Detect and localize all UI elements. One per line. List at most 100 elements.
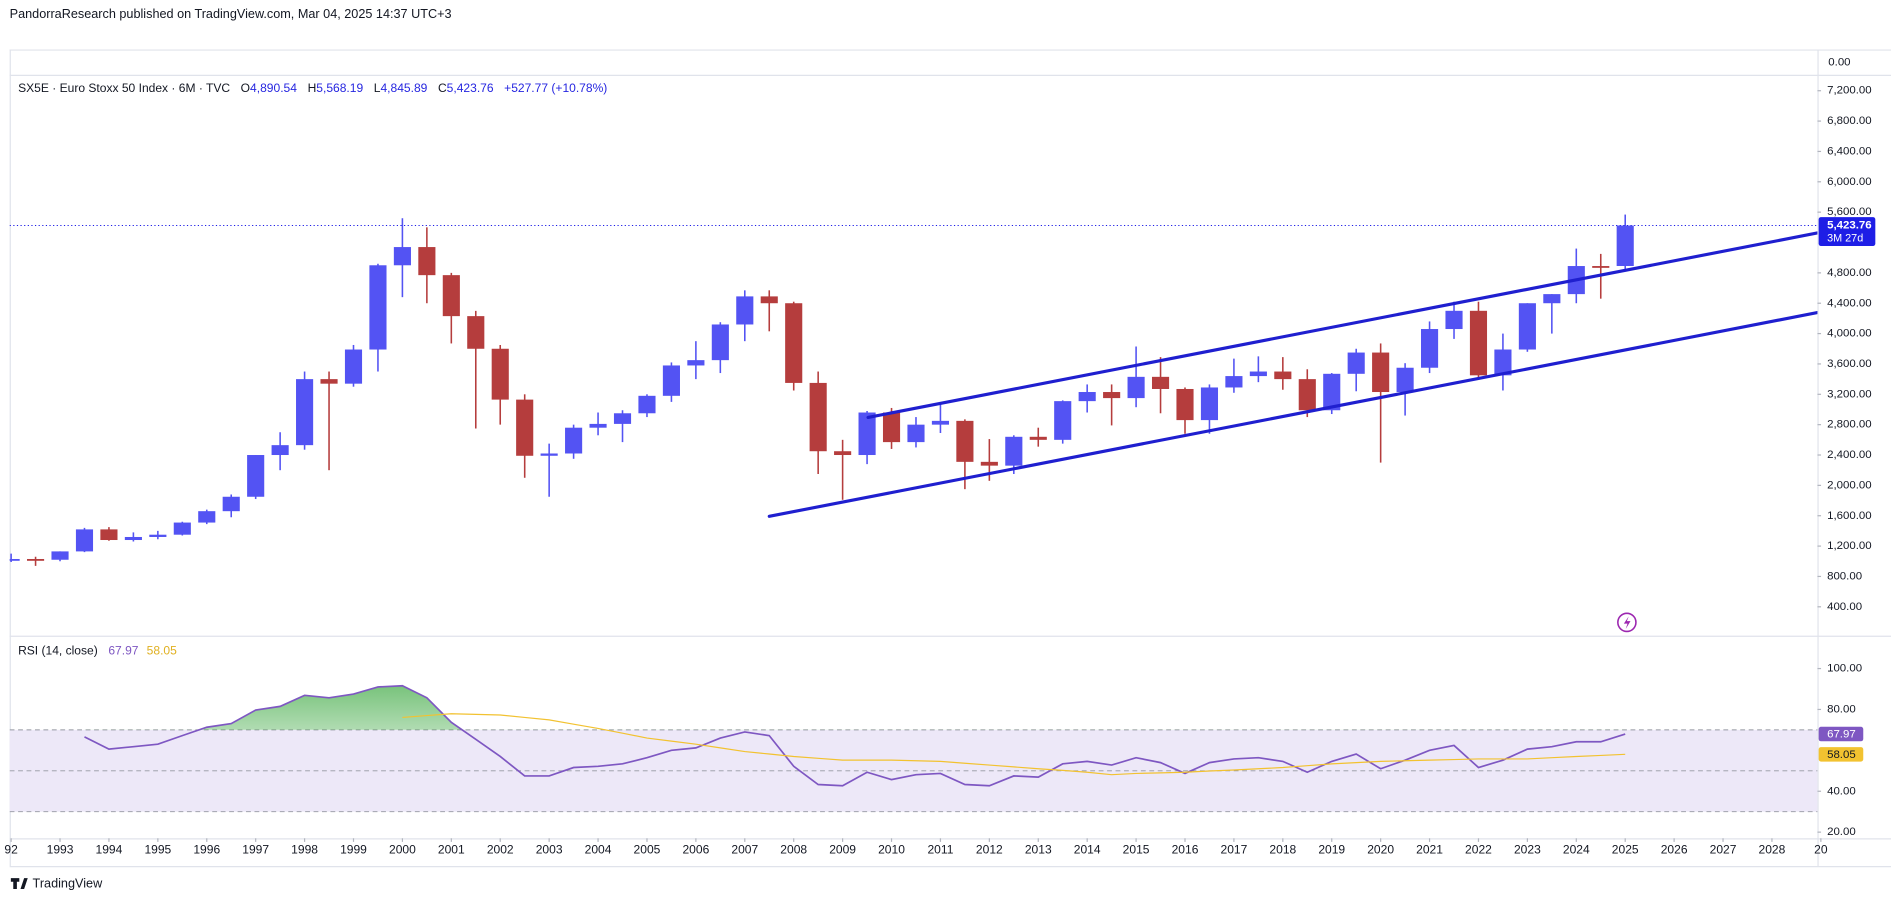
x-tick-label: 2009 xyxy=(829,843,856,857)
candle-body xyxy=(1445,310,1463,330)
y-tick-label: 4,000.00 xyxy=(1827,328,1872,340)
top-pane-label: 0.00 xyxy=(1828,57,1850,69)
y-tick-label: 800.00 xyxy=(1827,570,1862,582)
x-tick-label: 1995 xyxy=(144,843,171,857)
candle-body xyxy=(980,461,998,466)
lightning-icon[interactable] xyxy=(1617,612,1637,633)
candle-body xyxy=(956,420,974,462)
x-tick-label: 2016 xyxy=(1172,843,1199,857)
candle-body xyxy=(613,413,632,424)
candle-body xyxy=(149,534,167,537)
candle-body xyxy=(9,558,20,561)
rsi-legend: RSI (14, close) 67.97 58.05 xyxy=(18,644,177,658)
y-tick-label: 6,800.00 xyxy=(1827,115,1872,127)
logo-mark xyxy=(10,878,28,889)
candle-body xyxy=(540,453,558,456)
x-tick-label: 2006 xyxy=(682,843,709,857)
candle-body xyxy=(662,365,680,396)
candle-body xyxy=(247,455,265,497)
last-value-label: 58.05 xyxy=(1827,749,1856,761)
x-tick-label: 2003 xyxy=(536,843,563,857)
candle-body xyxy=(1298,379,1316,411)
candle-body xyxy=(1616,225,1634,266)
y-tick-label: 6,000.00 xyxy=(1827,176,1872,188)
x-tick-label: 1998 xyxy=(291,843,318,857)
candle-body xyxy=(1323,373,1341,411)
x-tick-label: 2028 xyxy=(1759,843,1786,857)
y-tick-label: 1,200.00 xyxy=(1827,540,1872,552)
candle-body xyxy=(858,412,876,456)
y-tick-label: 3,600.00 xyxy=(1827,358,1872,370)
candle-body xyxy=(1494,349,1512,376)
y-tick-label: 2,000.00 xyxy=(1827,479,1872,491)
y-tick-label: 1,600.00 xyxy=(1827,510,1872,522)
x-tick-label: 2011 xyxy=(927,843,953,857)
candle-body xyxy=(27,558,45,561)
x-tick-label: 1994 xyxy=(96,843,123,857)
y-tick-label: 2,800.00 xyxy=(1827,419,1872,431)
candle-body xyxy=(75,529,94,552)
y-tick-label: 20.00 xyxy=(1827,826,1856,838)
last-price-box xyxy=(1818,217,1876,247)
legend-key: O xyxy=(241,81,250,95)
candle-body xyxy=(785,303,803,383)
y-tick-label: 100.00 xyxy=(1827,663,1862,675)
candle-body xyxy=(1225,376,1243,388)
legend-key: H xyxy=(308,81,317,95)
rsi-pane xyxy=(9,684,1818,813)
rsi-title: RSI (14, close) xyxy=(18,644,98,658)
x-tick-label: 2012 xyxy=(976,843,1003,857)
candle-body xyxy=(1078,392,1096,402)
x-tick-label: 2023 xyxy=(1514,843,1541,857)
last-value-label: 67.97 xyxy=(1827,729,1856,741)
candle-body xyxy=(931,420,950,425)
x-tick-label: 2015 xyxy=(1123,843,1150,857)
candle-body xyxy=(222,496,240,512)
countdown: 3M 27d xyxy=(1827,233,1863,245)
footer-logo[interactable]: TradingView xyxy=(10,876,104,890)
candle-body xyxy=(882,412,901,443)
rsi-ma-line xyxy=(402,713,1626,776)
x-tick-label: 20 xyxy=(1814,843,1828,857)
candle-body xyxy=(51,551,69,560)
x-tick-label: 1996 xyxy=(193,843,220,857)
candle-body xyxy=(173,522,191,535)
candle-body xyxy=(638,395,656,414)
y-tick-label: 40.00 xyxy=(1827,785,1856,797)
y-tick-label: 4,800.00 xyxy=(1827,267,1872,279)
candle-body xyxy=(198,511,216,523)
change: +527.77 (+10.78%) xyxy=(504,81,607,95)
y-tick-label: 7,200.00 xyxy=(1827,85,1872,97)
legend-value: 5,423.76 xyxy=(447,81,494,95)
candle-body xyxy=(1372,352,1390,393)
candle-body xyxy=(491,348,509,400)
rsi-value: 67.97 xyxy=(108,644,138,658)
x-tick-label: 2007 xyxy=(731,843,758,857)
x-tick-label: 2010 xyxy=(878,843,905,857)
candle-body xyxy=(1029,436,1047,440)
candle-body xyxy=(467,316,485,349)
footer-brand: TradingView xyxy=(33,876,104,890)
rsi-line xyxy=(84,684,1626,787)
x-tick-label: 2004 xyxy=(585,843,612,857)
x-tick-label: 2000 xyxy=(389,843,416,857)
symbol-title: SX5E · Euro Stoxx 50 Index · 6M · TVC xyxy=(18,81,230,95)
candle-body xyxy=(809,382,827,452)
candle-body xyxy=(516,399,534,456)
legend-key: L xyxy=(374,81,381,95)
last-price-label: 5,423.76 xyxy=(1827,220,1872,232)
candle-body xyxy=(1176,388,1194,421)
candle-body xyxy=(1054,401,1072,440)
candle-body xyxy=(1200,387,1219,421)
legend-value: 4,890.54 xyxy=(250,81,297,95)
candle-body xyxy=(589,423,607,428)
candle-body xyxy=(320,379,338,384)
candle-body xyxy=(418,247,436,276)
candle-body xyxy=(1274,371,1292,380)
candle-body xyxy=(736,296,754,325)
y-tick-label: 2,400.00 xyxy=(1827,449,1872,461)
x-tick-label: 2022 xyxy=(1465,843,1492,857)
x-tick-label: 2025 xyxy=(1612,843,1639,857)
x-tick-label: 92 xyxy=(4,843,18,857)
